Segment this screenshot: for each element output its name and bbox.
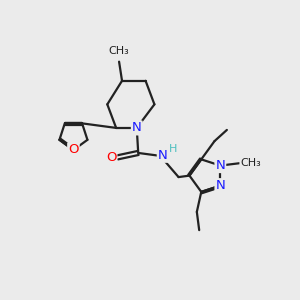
- Text: CH₃: CH₃: [109, 46, 130, 56]
- Text: H: H: [169, 143, 177, 154]
- Text: N: N: [158, 149, 167, 162]
- Text: O: O: [68, 143, 79, 157]
- Text: N: N: [215, 179, 225, 192]
- Text: N: N: [215, 159, 225, 172]
- Text: CH₃: CH₃: [240, 158, 261, 168]
- Text: N: N: [132, 122, 142, 134]
- Text: O: O: [106, 151, 116, 164]
